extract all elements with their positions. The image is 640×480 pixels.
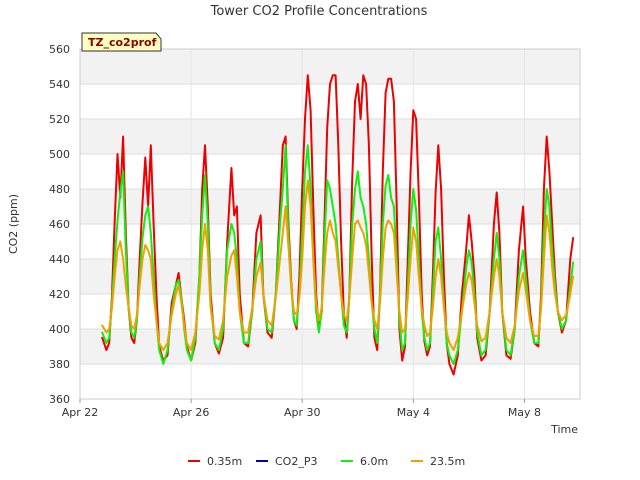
legend-label: 23.5m xyxy=(430,455,465,468)
y-axis-label: CO2 (ppm) xyxy=(7,194,20,254)
y-axis-ticks: 360 380 400 420 440 460 480 500 520 540 560 xyxy=(49,43,70,406)
legend-label: 0.35m xyxy=(207,455,242,468)
legend-item[interactable]: CO2_P3 xyxy=(256,455,317,468)
plot-band xyxy=(80,119,580,154)
legend-item[interactable]: 0.35m xyxy=(188,455,242,468)
chart-title: Tower CO2 Profile Concentrations xyxy=(210,4,428,19)
site-badge-label: TZ_co2prof xyxy=(88,36,157,49)
y-tick-label: 380 xyxy=(49,358,70,371)
series-line-23.5m xyxy=(101,179,575,351)
x-tick-label: Apr 22 xyxy=(62,406,99,419)
y-tick-label: 540 xyxy=(49,78,70,91)
x-axis-ticks: Apr 22 Apr 26 Apr 30 May 4 May 8 xyxy=(62,399,541,419)
x-tick-label: Apr 30 xyxy=(284,406,321,419)
x-axis-label: Time xyxy=(550,423,578,436)
site-badge: TZ_co2prof xyxy=(81,32,162,52)
plot-band xyxy=(80,154,580,189)
plot-band xyxy=(80,364,580,399)
x-tick-label: May 4 xyxy=(397,406,430,419)
x-tick-label: May 8 xyxy=(508,406,541,419)
y-tick-label: 560 xyxy=(49,43,70,56)
plot-frame xyxy=(79,48,581,400)
y-tick-label: 440 xyxy=(49,253,70,266)
x-tick-label: Apr 26 xyxy=(173,406,210,419)
legend-item[interactable]: 6.0m xyxy=(341,455,388,468)
plot-band xyxy=(80,49,580,84)
y-tick-label: 480 xyxy=(49,183,70,196)
legend: 0.35m CO2_P3 6.0m 23.5m xyxy=(188,455,465,468)
series-layer xyxy=(101,74,575,376)
y-tick-label: 420 xyxy=(49,288,70,301)
y-tick-label: 400 xyxy=(49,323,70,336)
legend-item[interactable]: 23.5m xyxy=(411,455,465,468)
y-tick-label: 520 xyxy=(49,113,70,126)
plot-band xyxy=(80,294,580,329)
legend-label: 6.0m xyxy=(360,455,388,468)
legend-label: CO2_P3 xyxy=(275,455,317,468)
y-tick-label: 500 xyxy=(49,148,70,161)
y-tick-label: 460 xyxy=(49,218,70,231)
y-tick-label: 360 xyxy=(49,393,70,406)
